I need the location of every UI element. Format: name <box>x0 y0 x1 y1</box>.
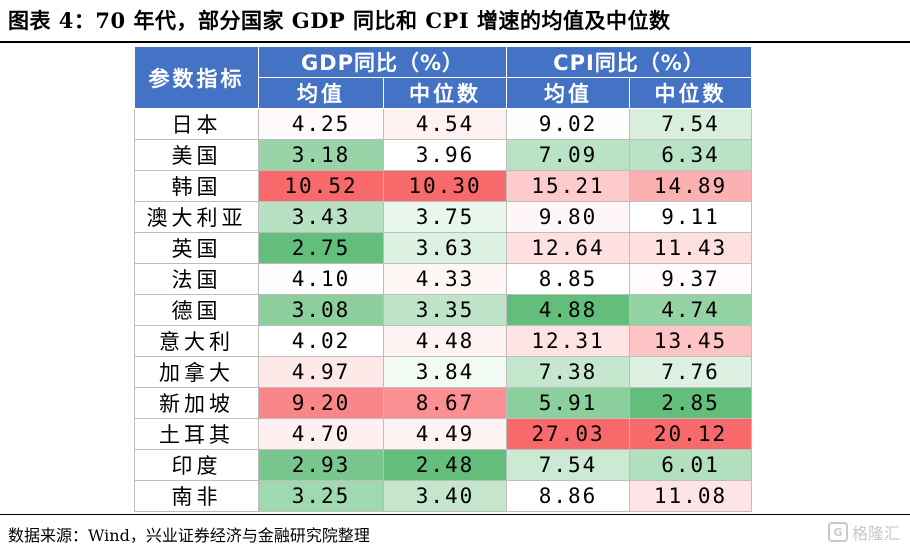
data-table: 参数指标 GDP同比（%） CPI同比（%） 均值 中位数 均值 中位数 日本 4… <box>134 46 752 512</box>
cpi-mean-cell: 8.86 <box>506 480 630 512</box>
gdp-median-cell: 3.75 <box>383 201 507 233</box>
cpi-mean-cell: 5.91 <box>506 387 630 419</box>
gdp-mean-cell: 2.93 <box>258 449 384 481</box>
table-row: 澳大利亚 3.43 3.75 9.80 9.11 <box>134 201 752 233</box>
cpi-mean-cell: 15.21 <box>506 170 630 202</box>
cpi-median-cell: 2.85 <box>629 387 752 419</box>
cpi-median-cell: 6.01 <box>629 449 752 481</box>
gdp-mean-cell: 10.52 <box>258 170 384 202</box>
gdp-median-cell: 3.35 <box>383 294 507 326</box>
table-row: 德国 3.08 3.35 4.88 4.74 <box>134 294 752 326</box>
watermark-text: 格隆汇 <box>851 524 900 543</box>
gdp-median-cell: 2.48 <box>383 449 507 481</box>
table-row: 加拿大 4.97 3.84 7.38 7.76 <box>134 356 752 388</box>
cpi-median-cell: 13.45 <box>629 325 752 357</box>
table-row: 法国 4.10 4.33 8.85 9.37 <box>134 263 752 295</box>
gdp-median-cell: 3.84 <box>383 356 507 388</box>
gdp-median-cell: 4.54 <box>383 108 507 140</box>
cpi-median-cell: 20.12 <box>629 418 752 450</box>
country-cell: 印度 <box>134 449 259 481</box>
gdp-mean-cell: 4.97 <box>258 356 384 388</box>
header-gdp-median: 中位数 <box>383 77 507 109</box>
cpi-median-cell: 7.76 <box>629 356 752 388</box>
cpi-mean-cell: 12.64 <box>506 232 630 264</box>
country-cell: 意大利 <box>134 325 259 357</box>
watermark-logo-icon: G <box>827 522 848 542</box>
country-cell: 法国 <box>134 263 259 295</box>
gdp-median-cell: 4.33 <box>383 263 507 295</box>
table-row: 印度 2.93 2.48 7.54 6.01 <box>134 449 752 481</box>
country-cell: 美国 <box>134 139 259 171</box>
country-cell: 土耳其 <box>134 418 259 450</box>
cpi-mean-cell: 7.54 <box>506 449 630 481</box>
cpi-median-cell: 9.37 <box>629 263 752 295</box>
watermark: G 格隆汇 <box>827 520 900 544</box>
gdp-mean-cell: 4.25 <box>258 108 384 140</box>
table-row: 意大利 4.02 4.48 12.31 13.45 <box>134 325 752 357</box>
table-row: 日本 4.25 4.54 9.02 7.54 <box>134 108 752 140</box>
cpi-median-cell: 14.89 <box>629 170 752 202</box>
cpi-mean-cell: 9.02 <box>506 108 630 140</box>
cpi-mean-cell: 27.03 <box>506 418 630 450</box>
gdp-median-cell: 3.40 <box>383 480 507 512</box>
gdp-mean-cell: 3.18 <box>258 139 384 171</box>
header-indicator: 参数指标 <box>134 46 259 109</box>
gdp-mean-cell: 3.43 <box>258 201 384 233</box>
cpi-mean-cell: 4.88 <box>506 294 630 326</box>
cpi-mean-cell: 7.38 <box>506 356 630 388</box>
table-row: 韩国 10.52 10.30 15.21 14.89 <box>134 170 752 202</box>
header-gdp-group: GDP同比（%） <box>258 46 507 78</box>
cpi-mean-cell: 9.80 <box>506 201 630 233</box>
table-row: 土耳其 4.70 4.49 27.03 20.12 <box>134 418 752 450</box>
table-row: 新加坡 9.20 8.67 5.91 2.85 <box>134 387 752 419</box>
gdp-median-cell: 3.63 <box>383 232 507 264</box>
cpi-median-cell: 6.34 <box>629 139 752 171</box>
cpi-mean-cell: 8.85 <box>506 263 630 295</box>
gdp-mean-cell: 4.70 <box>258 418 384 450</box>
header-cpi-mean: 均值 <box>506 77 630 109</box>
gdp-median-cell: 4.49 <box>383 418 507 450</box>
source-note: 数据来源：Wind，兴业证券经济与金融研究院整理 <box>8 526 370 545</box>
country-cell: 日本 <box>134 108 259 140</box>
table-row: 美国 3.18 3.96 7.09 6.34 <box>134 139 752 171</box>
cpi-median-cell: 9.11 <box>629 201 752 233</box>
gdp-mean-cell: 9.20 <box>258 387 384 419</box>
cpi-median-cell: 11.43 <box>629 232 752 264</box>
gdp-median-cell: 3.96 <box>383 139 507 171</box>
header-cpi-group: CPI同比（%） <box>506 46 752 78</box>
gdp-median-cell: 10.30 <box>383 170 507 202</box>
country-cell: 加拿大 <box>134 356 259 388</box>
gdp-mean-cell: 3.08 <box>258 294 384 326</box>
header-gdp-mean: 均值 <box>258 77 384 109</box>
cpi-mean-cell: 7.09 <box>506 139 630 171</box>
country-cell: 韩国 <box>134 170 259 202</box>
cpi-median-cell: 4.74 <box>629 294 752 326</box>
country-cell: 南非 <box>134 480 259 512</box>
gdp-mean-cell: 4.10 <box>258 263 384 295</box>
table-row: 英国 2.75 3.63 12.64 11.43 <box>134 232 752 264</box>
country-cell: 英国 <box>134 232 259 264</box>
title-divider <box>0 41 910 43</box>
country-cell: 新加坡 <box>134 387 259 419</box>
cpi-median-cell: 7.54 <box>629 108 752 140</box>
gdp-median-cell: 4.48 <box>383 325 507 357</box>
cpi-median-cell: 11.08 <box>629 480 752 512</box>
cpi-mean-cell: 12.31 <box>506 325 630 357</box>
gdp-median-cell: 8.67 <box>383 387 507 419</box>
table-row: 南非 3.25 3.40 8.86 11.08 <box>134 480 752 512</box>
source-divider <box>0 514 910 515</box>
gdp-mean-cell: 3.25 <box>258 480 384 512</box>
figure-title: 图表 4：70 年代，部分国家 GDP 同比和 CPI 增速的均值及中位数 <box>8 8 671 33</box>
gdp-mean-cell: 2.75 <box>258 232 384 264</box>
country-cell: 澳大利亚 <box>134 201 259 233</box>
country-cell: 德国 <box>134 294 259 326</box>
gdp-mean-cell: 4.02 <box>258 325 384 357</box>
header-cpi-median: 中位数 <box>629 77 752 109</box>
